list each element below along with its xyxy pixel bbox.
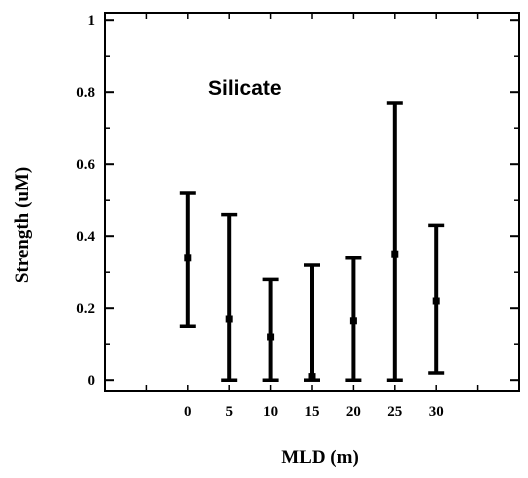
error-bar-mld-25 bbox=[386, 101, 403, 382]
mean-marker bbox=[184, 254, 192, 262]
y-tick-label: 0 bbox=[88, 373, 96, 389]
y-tick-label: 0.6 bbox=[76, 157, 95, 173]
mean-marker bbox=[432, 297, 440, 305]
error-bars bbox=[179, 101, 445, 382]
error-bar-mld-5 bbox=[221, 212, 238, 382]
mean-marker bbox=[225, 315, 233, 323]
mean-marker bbox=[267, 333, 275, 341]
mean-marker bbox=[308, 373, 316, 381]
error-bar-mld-0 bbox=[179, 191, 196, 328]
y-tick-label: 1 bbox=[88, 13, 96, 29]
y-tick-label: 0.8 bbox=[76, 85, 95, 101]
silicate-annotation: Silicate bbox=[208, 77, 282, 100]
x-axis-ticks: 0 5 10 15 20 25 30 bbox=[104, 13, 520, 420]
x-tick-label: 0 bbox=[184, 404, 192, 420]
y-axis-title: Strength (uM) bbox=[12, 167, 33, 283]
mean-marker bbox=[349, 317, 357, 325]
y-tick-label: 0.4 bbox=[76, 229, 95, 245]
error-bar-mld-15 bbox=[304, 263, 320, 382]
x-tick-label: 5 bbox=[225, 404, 233, 420]
error-bar-mld-10 bbox=[262, 277, 279, 382]
x-tick-label: 20 bbox=[346, 404, 361, 420]
error-bar-mld-30 bbox=[428, 223, 445, 375]
x-tick-label: 30 bbox=[429, 404, 444, 420]
x-tick-label: 25 bbox=[387, 404, 402, 420]
mean-marker bbox=[391, 250, 399, 258]
x-tick-label: 15 bbox=[305, 404, 320, 420]
y-axis-ticks: 0 0.2 0.4 0.6 0.8 1 bbox=[76, 13, 519, 389]
x-axis-title: MLD (m) bbox=[281, 447, 359, 468]
x-tick-label: 10 bbox=[263, 404, 278, 420]
error-bar-mld-20 bbox=[345, 256, 362, 382]
y-tick-label: 0.2 bbox=[76, 301, 95, 317]
